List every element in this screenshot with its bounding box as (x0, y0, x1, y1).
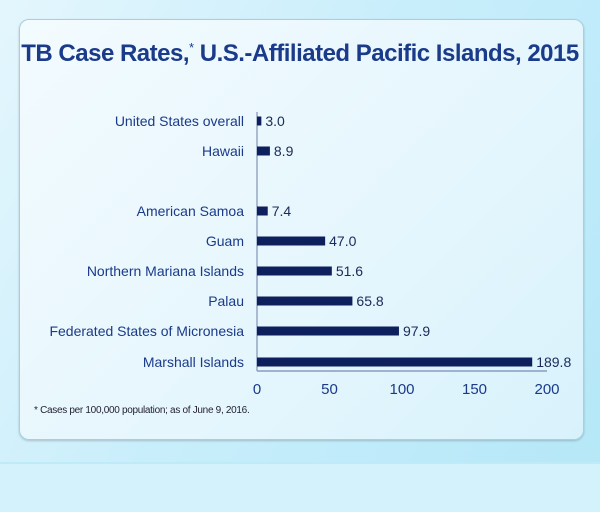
category-label: Northern Mariana Islands (87, 263, 244, 279)
category-label: Federated States of Micronesia (49, 323, 244, 339)
value-label: 51.6 (336, 263, 363, 279)
category-label: Marshall Islands (143, 354, 244, 370)
chart-title: TB Case Rates,* U.S.-Affiliated Pacific … (0, 40, 600, 68)
value-label: 3.0 (265, 113, 285, 129)
footnote: * Cases per 100,000 population; as of Ju… (34, 405, 250, 416)
value-label: 8.9 (274, 143, 294, 159)
bar (257, 236, 326, 246)
bar (257, 206, 268, 216)
title-rest: U.S.-Affiliated Pacific Islands, 2015 (199, 40, 579, 67)
bar (257, 326, 399, 336)
category-label: Hawaii (202, 143, 244, 159)
category-label: American Samoa (137, 203, 245, 219)
category-label: United States overall (115, 113, 244, 129)
value-label: 97.9 (403, 323, 430, 339)
value-label: 65.8 (356, 293, 383, 309)
chart-panel (19, 19, 584, 440)
bar (257, 296, 353, 306)
x-tick-label: 150 (462, 381, 487, 398)
bar (257, 357, 533, 367)
x-tick-label: 200 (534, 381, 559, 398)
category-label: Palau (208, 293, 244, 309)
x-tick-label: 50 (321, 381, 338, 398)
value-label: 189.8 (536, 354, 571, 370)
title-footnote-marker: * (189, 40, 194, 55)
x-tick-label: 0 (253, 381, 261, 398)
bar (257, 266, 332, 276)
value-label: 47.0 (329, 233, 356, 249)
bar (257, 146, 270, 156)
bar (257, 116, 262, 126)
bottom-band (0, 462, 600, 512)
category-label: Guam (206, 233, 244, 249)
title-main: TB Case Rates, (21, 40, 190, 67)
x-tick-label: 100 (389, 381, 414, 398)
value-label: 7.4 (272, 203, 292, 219)
